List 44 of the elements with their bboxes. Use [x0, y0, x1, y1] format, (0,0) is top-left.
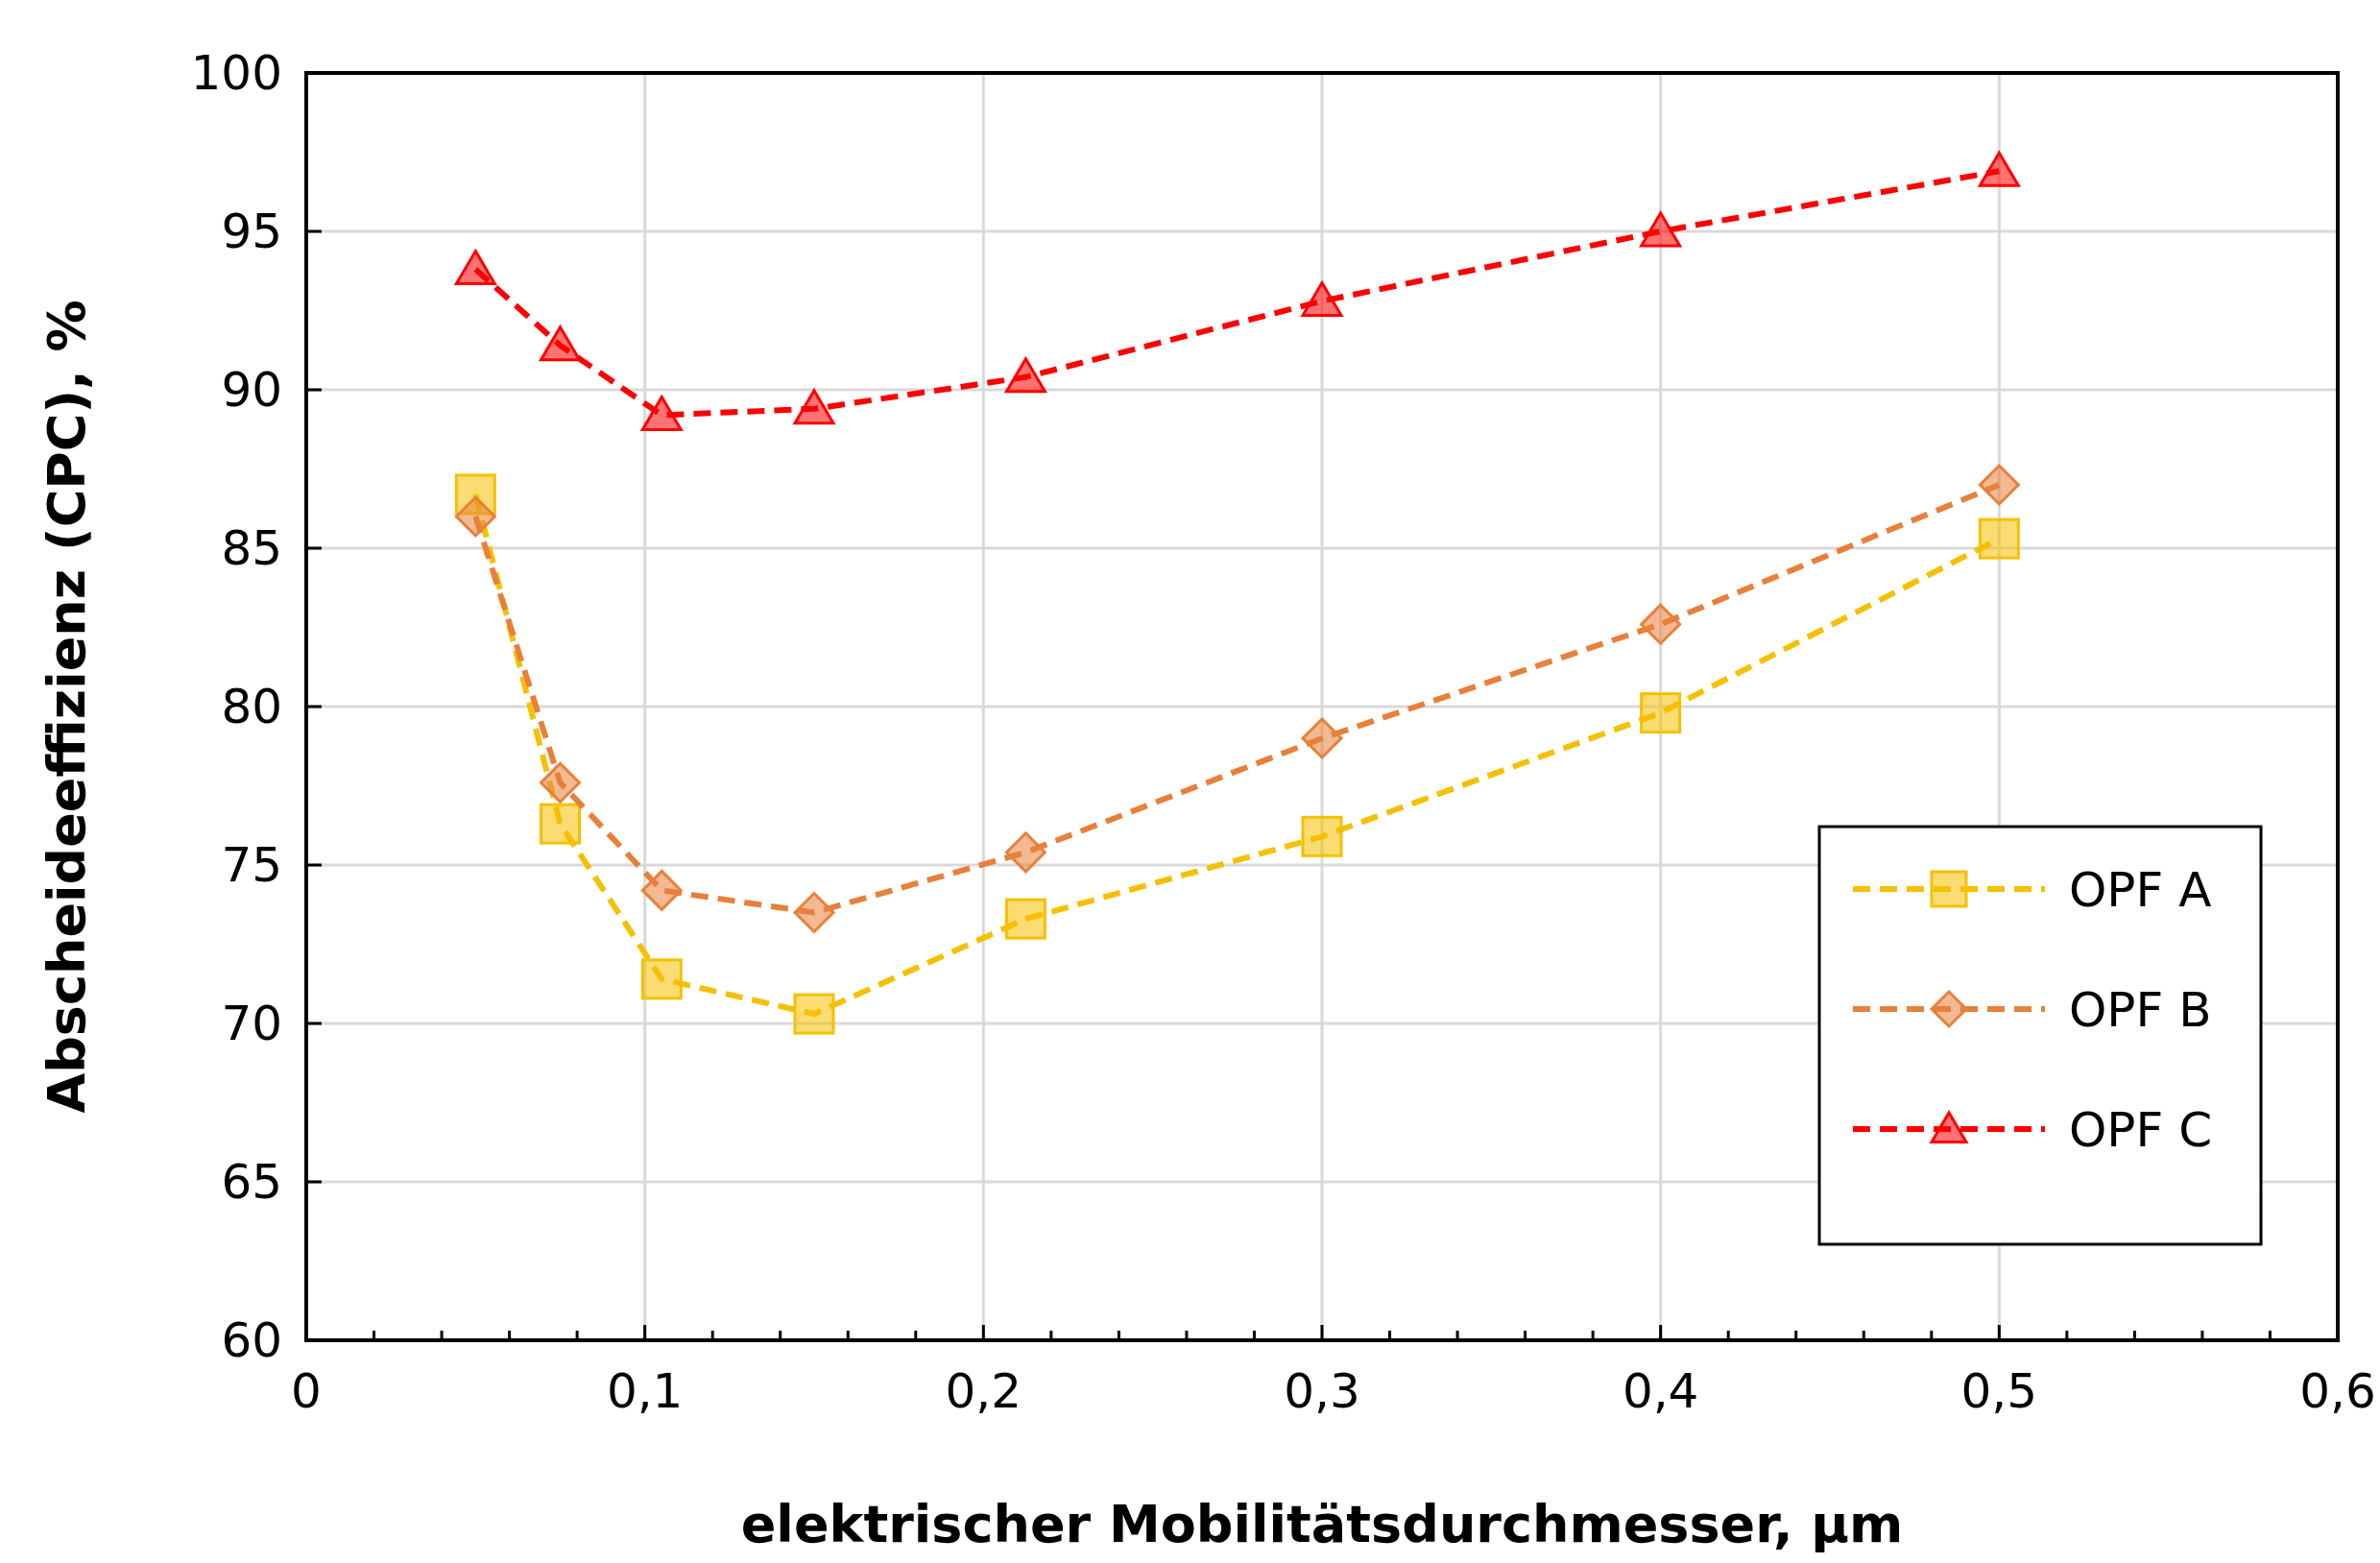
point: [640, 395, 683, 431]
point: [793, 389, 835, 425]
point: [640, 958, 683, 1000]
point: [1640, 211, 1682, 248]
x-tick-label: 0,4: [1622, 1363, 1699, 1419]
x-tick-label: 0,1: [606, 1363, 684, 1419]
point: [1301, 717, 1343, 759]
point: [1301, 281, 1343, 318]
y-tick-label: 60: [221, 1312, 282, 1368]
point: [1301, 815, 1343, 857]
x-tick-label: 0,5: [1960, 1363, 2038, 1419]
x-tick-label: 0,2: [945, 1363, 1022, 1419]
point: [454, 250, 496, 286]
y-tick-label: 100: [190, 45, 282, 101]
y-tick-label: 80: [221, 679, 282, 734]
y-tick-label: 65: [221, 1154, 282, 1210]
point: [1640, 603, 1682, 645]
y-axis-title: Abscheideeffizienz (CPC), %: [36, 300, 97, 1114]
point: [1004, 831, 1046, 874]
y-tick-label: 90: [221, 362, 282, 418]
point: [1004, 898, 1046, 940]
y-tick-label: 75: [221, 837, 282, 893]
y-tick-label: 95: [221, 204, 282, 259]
point: [1978, 517, 2020, 560]
point: [540, 761, 581, 804]
y-tick-label: 70: [221, 996, 282, 1051]
legend-label: OPF A: [2069, 862, 2212, 918]
y-tick-label: 85: [221, 520, 282, 576]
point: [540, 803, 581, 845]
x-tick-label: 0: [291, 1363, 322, 1419]
point: [540, 325, 581, 362]
point: [1978, 151, 2020, 187]
x-tick-label: 0,6: [2299, 1363, 2376, 1419]
point: [1978, 464, 2020, 506]
point: [793, 993, 835, 1035]
point: [1004, 357, 1046, 394]
point: [1640, 692, 1682, 734]
point: [793, 892, 835, 933]
x-tick-label: 0,3: [1284, 1363, 1360, 1419]
x-axis-title: elektrischer Mobilitätsdurchmesser, µm: [740, 1494, 1904, 1554]
point: [454, 495, 496, 538]
point: [640, 869, 683, 911]
legend-label: OPF C: [2069, 1102, 2213, 1158]
legend-label: OPF B: [2069, 982, 2212, 1038]
